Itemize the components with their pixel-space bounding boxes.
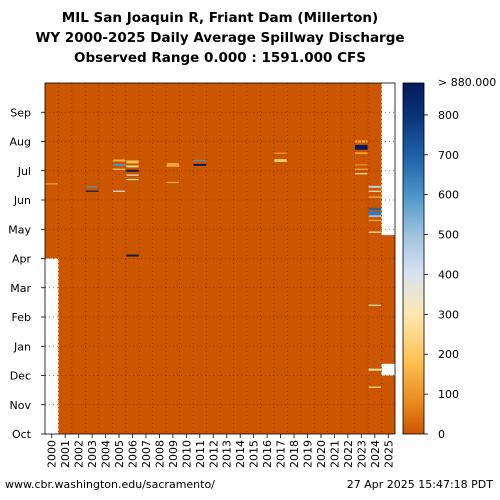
discharge-cell — [368, 190, 382, 192]
discharge-cell — [126, 169, 139, 172]
y-tick-label: Nov — [10, 399, 32, 412]
colorbar-tick-label: 100 — [438, 388, 459, 401]
x-tick-label: 2015 — [248, 440, 261, 468]
y-tick-label: Apr — [12, 253, 32, 266]
x-tick-label: 2007 — [140, 440, 153, 468]
x-tick-label: 2011 — [194, 440, 207, 468]
y-tick-label: Dec — [10, 370, 31, 383]
discharge-cell — [368, 196, 382, 198]
discharge-cell — [368, 207, 382, 210]
discharge-cell — [126, 254, 139, 257]
discharge-cell — [368, 215, 382, 218]
y-tick-label: Jun — [13, 194, 31, 207]
x-tick-label: 2006 — [127, 440, 140, 468]
y-tick-label: Jul — [17, 165, 31, 178]
x-tick-label: 2017 — [275, 440, 288, 468]
chart-subtitle: WY 2000-2025 Daily Average Spillway Disc… — [35, 30, 405, 46]
discharge-cell — [355, 144, 368, 150]
y-tick-label: Aug — [10, 136, 31, 149]
x-tick-label: 2025 — [382, 440, 395, 468]
missing-data-block — [381, 363, 395, 376]
discharge-cell — [166, 162, 180, 167]
discharge-cell — [85, 190, 99, 192]
x-tick-label: 2014 — [234, 440, 247, 468]
y-axis: Oct Nov Dec Jan Feb Mar Apr May Jun Jul Aug Sep — [8, 106, 45, 441]
y-tick-label: Oct — [12, 428, 32, 441]
colorbar-scale — [402, 82, 425, 435]
x-tick-label: 2012 — [207, 440, 220, 468]
x-tick-label: 2024 — [369, 440, 382, 468]
x-tick-label: 2003 — [86, 440, 99, 468]
x-tick-label: 2023 — [355, 440, 368, 468]
discharge-cell — [368, 185, 382, 188]
discharge-cell — [166, 181, 180, 184]
x-tick-label: 2020 — [315, 440, 328, 468]
discharge-cell — [126, 174, 139, 176]
discharge-cell — [274, 159, 287, 162]
x-tick-label: 2021 — [328, 440, 341, 468]
discharge-cell — [355, 164, 368, 166]
colorbar-max-label: > 880.000 — [438, 76, 496, 89]
discharge-cell — [274, 152, 287, 154]
x-tick-label: 2001 — [59, 440, 72, 468]
discharge-cell — [368, 231, 382, 233]
x-tick-label: 2016 — [261, 440, 274, 468]
x-tick-label: 2004 — [100, 440, 113, 468]
chart-range-label: Observed Range 0.000 : 1591.000 CFS — [74, 50, 366, 66]
x-tick-label: 2009 — [167, 440, 180, 468]
y-tick-label: Mar — [10, 282, 31, 295]
colorbar-tick-label: 800 — [438, 109, 459, 122]
colorbar-tick-label: 500 — [438, 229, 459, 242]
colorbar-tick-label: 300 — [438, 308, 459, 321]
discharge-cell — [126, 160, 139, 164]
x-tick-label: 2002 — [73, 440, 86, 468]
discharge-cell — [112, 163, 126, 166]
discharge-cell — [368, 304, 382, 306]
x-tick-label: 2013 — [221, 440, 234, 468]
x-tick-label: 2008 — [153, 440, 166, 468]
colorbar-tick-label: 400 — [438, 268, 459, 281]
discharge-cell — [368, 219, 382, 222]
y-tick-label: Feb — [12, 311, 31, 324]
discharge-cell — [126, 165, 139, 168]
discharge-cell — [126, 178, 139, 181]
discharge-cell — [193, 163, 207, 166]
discharge-cell — [112, 159, 126, 162]
discharge-cell — [355, 168, 368, 170]
missing-data-block — [381, 83, 395, 236]
source-url: www.cbr.washington.edu/sacramento/ — [5, 478, 215, 491]
plot-area — [44, 82, 396, 435]
y-tick-label: May — [8, 223, 31, 236]
discharge-cell — [355, 152, 368, 155]
discharge-cell — [112, 168, 126, 170]
colorbar-tick-label: 0 — [438, 428, 445, 441]
missing-data-block — [45, 258, 59, 434]
x-tick-label: 2022 — [342, 440, 355, 468]
x-axis: 2000 2001 2002 2003 2004 2005 2006 2007 2008 2009… — [46, 434, 395, 468]
discharge-cell — [85, 186, 99, 188]
colorbar-tick-label: 600 — [438, 189, 459, 202]
discharge-cell — [112, 190, 126, 192]
x-tick-label: 2010 — [180, 440, 193, 468]
discharge-cell — [368, 211, 382, 216]
colorbar-tick-label: 700 — [438, 149, 459, 162]
y-tick-label: Sep — [10, 106, 31, 119]
discharge-cell — [193, 159, 207, 162]
chart-title: MIL San Joaquin R, Friant Dam (Millerton… — [61, 10, 379, 26]
colorbar: 0 100 200 300 400 500 600 700 800 > 880.000 — [402, 76, 496, 441]
discharge-cell — [368, 368, 382, 371]
timestamp: 27 Apr 2025 15:47:18 PDT — [346, 478, 493, 491]
discharge-cell — [355, 173, 368, 175]
discharge-cell — [45, 183, 58, 185]
x-tick-label: 2018 — [288, 440, 301, 468]
x-tick-label: 2000 — [46, 440, 59, 468]
x-tick-label: 2019 — [302, 440, 315, 468]
y-tick-label: Jan — [13, 340, 31, 353]
x-tick-label: 2005 — [113, 440, 126, 468]
discharge-cell — [368, 386, 382, 388]
colorbar-tick-label: 200 — [438, 348, 459, 361]
